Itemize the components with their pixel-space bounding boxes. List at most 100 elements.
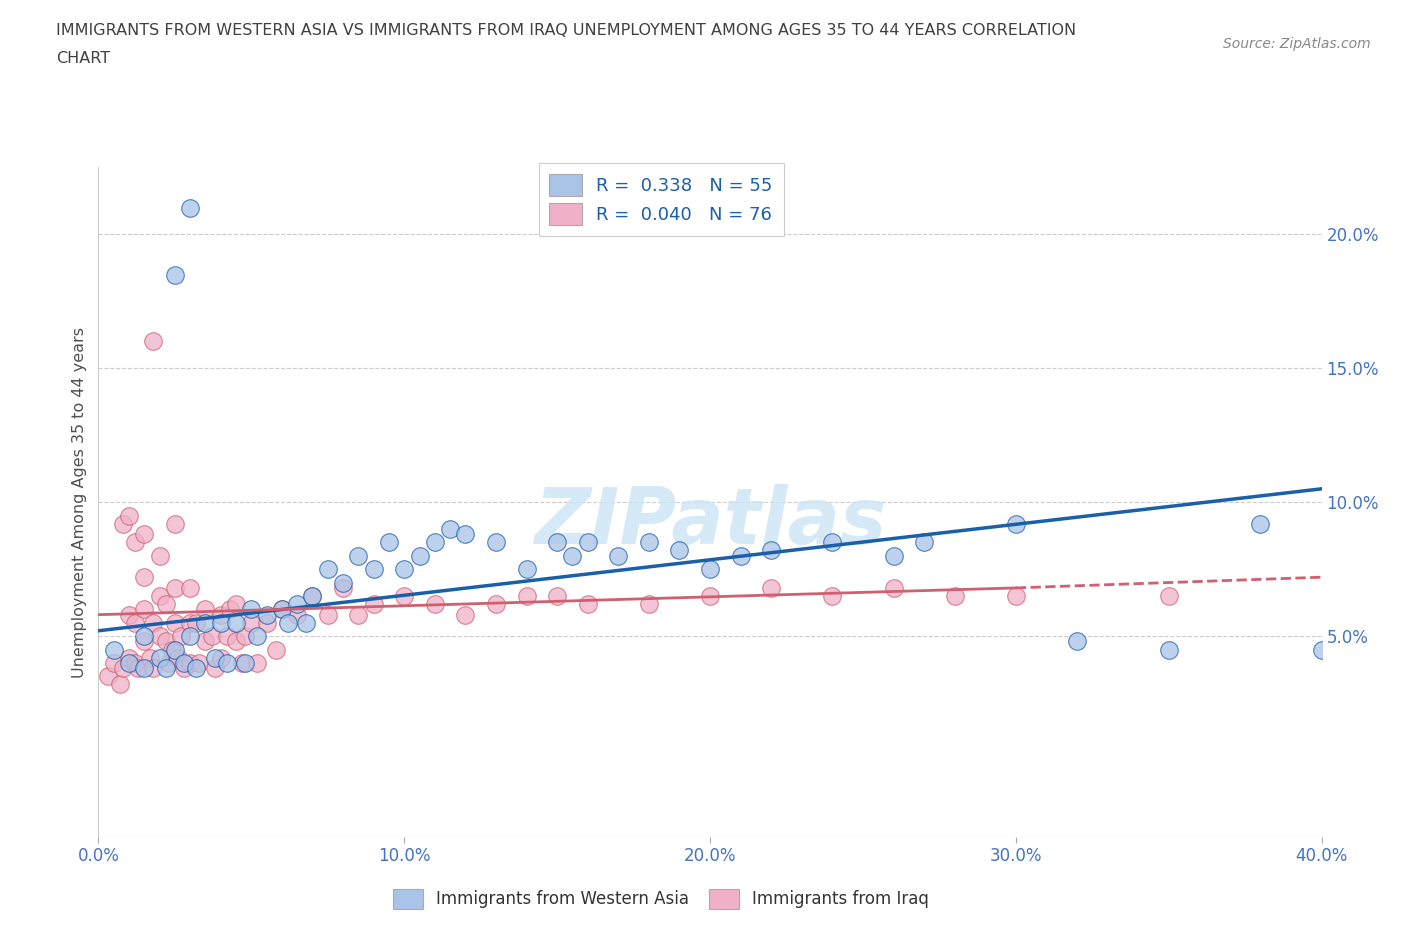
Point (194, 634, 217, 649)
Point (561, 549, 583, 564)
Point (225, 634, 247, 649)
Point (194, 602, 217, 617)
Point (215, 629, 238, 644)
Point (204, 650, 226, 665)
Point (209, 616, 232, 631)
Point (124, 616, 146, 631)
Point (256, 607, 278, 622)
Point (231, 656, 253, 671)
Text: Source: ZipAtlas.com: Source: ZipAtlas.com (1223, 37, 1371, 51)
Point (219, 602, 242, 617)
Point (256, 616, 278, 631)
Point (149, 629, 172, 644)
Point (149, 549, 172, 564)
Point (699, 562, 721, 577)
Point (111, 661, 134, 676)
Point (108, 677, 131, 692)
Point (225, 596, 247, 611)
Point (332, 580, 354, 595)
Point (485, 596, 508, 611)
Point (821, 589, 844, 604)
Point (668, 543, 690, 558)
Point (264, 642, 287, 657)
Point (163, 616, 186, 631)
Point (209, 650, 232, 665)
Point (546, 589, 568, 604)
Point (576, 596, 599, 611)
Point (173, 661, 195, 676)
Point (103, 642, 125, 657)
Point (179, 656, 201, 671)
Point (155, 596, 177, 611)
Point (179, 629, 201, 644)
Point (204, 661, 226, 676)
Point (285, 596, 308, 611)
Point (378, 535, 401, 550)
Text: ZIPatlas: ZIPatlas (534, 485, 886, 560)
Point (163, 516, 186, 531)
Point (233, 656, 256, 671)
Point (301, 589, 323, 604)
Point (363, 562, 385, 577)
Point (127, 661, 149, 676)
Point (637, 535, 661, 550)
Point (118, 607, 141, 622)
Point (139, 650, 162, 665)
Point (118, 656, 141, 671)
Point (285, 607, 308, 622)
Point (392, 562, 416, 577)
Point (209, 607, 232, 622)
Point (134, 661, 156, 676)
Point (1249, 516, 1271, 531)
Point (155, 661, 177, 676)
Point (194, 616, 217, 631)
Point (149, 650, 172, 665)
Point (149, 589, 172, 604)
Point (759, 580, 782, 595)
Point (821, 535, 844, 550)
Point (142, 616, 165, 631)
Y-axis label: Unemployment Among Ages 35 to 44 years: Unemployment Among Ages 35 to 44 years (72, 326, 87, 678)
Point (240, 602, 263, 617)
Point (246, 629, 269, 644)
Point (188, 656, 211, 671)
Point (134, 634, 156, 649)
Point (1004, 589, 1026, 604)
Point (1310, 642, 1333, 657)
Point (270, 602, 292, 617)
Point (103, 656, 125, 671)
Point (186, 616, 208, 631)
Legend: Immigrants from Western Asia, Immigrants from Iraq: Immigrants from Western Asia, Immigrants… (387, 882, 936, 916)
Text: CHART: CHART (56, 51, 110, 66)
Point (142, 661, 165, 676)
Point (1004, 516, 1026, 531)
Point (423, 596, 446, 611)
Point (270, 602, 292, 617)
Point (637, 596, 661, 611)
Point (347, 607, 370, 622)
Point (134, 527, 156, 542)
Point (179, 200, 201, 215)
Point (546, 535, 568, 550)
Point (97, 669, 120, 684)
Point (233, 629, 256, 644)
Point (246, 656, 269, 671)
Point (516, 589, 538, 604)
Point (485, 535, 508, 550)
Point (883, 549, 905, 564)
Point (124, 656, 146, 671)
Point (179, 580, 201, 595)
Point (173, 656, 195, 671)
Point (134, 629, 156, 644)
Point (163, 580, 186, 595)
Point (170, 629, 193, 644)
Point (454, 527, 477, 542)
Point (1157, 642, 1180, 657)
Point (215, 656, 238, 671)
Point (134, 570, 156, 585)
Point (301, 589, 323, 604)
Point (423, 535, 446, 550)
Point (111, 516, 134, 531)
Point (699, 589, 721, 604)
Point (277, 616, 299, 631)
